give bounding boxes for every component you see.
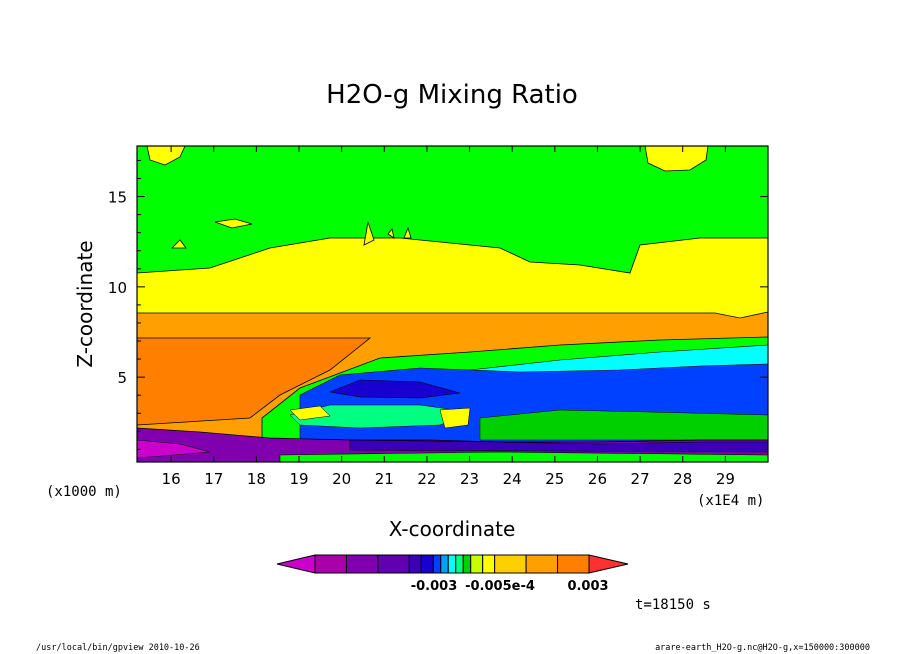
y-unit-label: (x1000 m)	[46, 484, 122, 500]
x-tick-label: 26	[588, 470, 607, 488]
x-tick-label: 19	[289, 470, 308, 488]
colorbar-label-3: 0.003	[567, 579, 608, 594]
colorbar	[276, 554, 629, 574]
x-tick-label: 18	[247, 470, 266, 488]
x-axis-label: X-coordinate	[389, 517, 516, 541]
x-tick-label: 28	[673, 470, 692, 488]
region-bottom	[279, 451, 768, 462]
x-tick-label: 22	[417, 470, 436, 488]
x-tick-label: 25	[545, 470, 564, 488]
colorbar-segment	[494, 554, 527, 574]
y-tick-label: 15	[108, 189, 127, 207]
plot-frame	[136, 145, 769, 463]
colorbar-segment	[470, 554, 484, 574]
x-tick-label: 27	[631, 470, 650, 488]
colorbar-segment	[345, 554, 379, 574]
x-tick-label: 20	[332, 470, 351, 488]
colorbar-segment	[420, 554, 434, 574]
x-tick-label: 21	[375, 470, 394, 488]
colorbar-segment	[432, 554, 442, 574]
plot-area	[137, 146, 768, 462]
colorbar-segment	[314, 554, 347, 574]
x-tick-label: 23	[460, 470, 479, 488]
x-tick-label: 17	[204, 470, 223, 488]
colorbar-left-arrow	[276, 554, 316, 574]
colorbar-segment	[408, 554, 422, 574]
colorbar-segment	[462, 554, 472, 574]
region-plume-core	[329, 379, 461, 399]
region-upper-islands	[171, 218, 412, 249]
colorbar-label-2: -0.005e-4	[465, 579, 535, 594]
y-axis-label: Z-coordinate	[73, 240, 97, 367]
region-middle-dark	[137, 337, 372, 426]
region-top-right-blob	[644, 146, 709, 172]
x-axis: 16 17 18 19 20 21 22 23 24 25 26 27 28 29	[162, 146, 735, 488]
x-unit-label: (x1E4 m)	[697, 493, 764, 509]
colorbar-segment	[440, 554, 449, 574]
colorbar-segment	[557, 554, 590, 574]
colorbar-right-arrow	[588, 554, 629, 574]
region-top-left-blob	[146, 146, 186, 166]
colorbar-segment	[525, 554, 559, 574]
colorbar-segment	[447, 554, 457, 574]
x-tick-label: 24	[503, 470, 522, 488]
region-plume-lower-green	[479, 409, 768, 441]
footer-right: arare-earth_H2O-g.nc@H2O-g,x=150000:3000…	[655, 643, 870, 653]
y-axis: 5 10 15	[108, 159, 768, 450]
footer-left: /usr/local/bin/gpview 2010-10-26	[36, 643, 200, 653]
x-tick-label: 16	[162, 470, 181, 488]
y-tick-label: 5	[117, 369, 127, 387]
region-plume-yellow	[289, 405, 471, 429]
colorbar-segment	[377, 554, 410, 574]
region-lower-dark	[349, 439, 768, 453]
chart-title: H2O-g Mixing Ratio	[326, 80, 578, 110]
colorbar-label-1: -0.003	[411, 579, 458, 594]
x-tick-label: 29	[716, 470, 735, 488]
colorbar-segment	[455, 554, 464, 574]
colorbar-segment	[482, 554, 496, 574]
region-lower-magenta	[137, 439, 211, 459]
y-tick-label: 10	[108, 279, 127, 297]
time-label: t=18150 s	[635, 597, 711, 613]
